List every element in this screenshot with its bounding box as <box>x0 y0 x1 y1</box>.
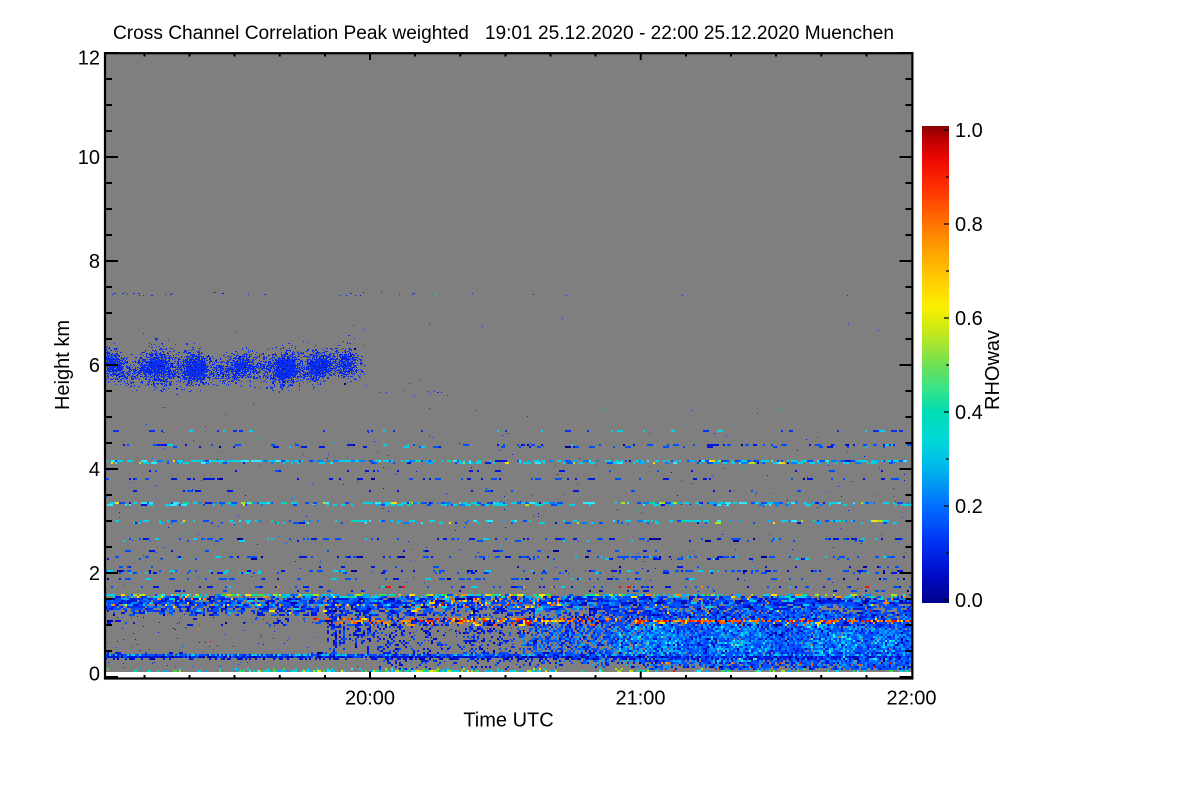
svg-text:6: 6 <box>89 355 100 377</box>
svg-text:0.4: 0.4 <box>955 402 983 424</box>
svg-text:0.2: 0.2 <box>955 496 983 518</box>
svg-text:RHOwav: RHOwav <box>982 330 1004 410</box>
svg-text:0: 0 <box>89 664 100 686</box>
svg-text:0.6: 0.6 <box>955 308 983 330</box>
svg-text:Cross Channel Correlation Peak: Cross Channel Correlation Peak weighted … <box>113 23 894 44</box>
svg-text:1.0: 1.0 <box>955 120 983 142</box>
svg-text:10: 10 <box>78 147 100 169</box>
svg-text:Time UTC: Time UTC <box>463 710 553 732</box>
svg-text:4: 4 <box>89 459 100 481</box>
svg-text:21:00: 21:00 <box>615 688 665 710</box>
svg-text:Height km: Height km <box>52 320 74 410</box>
svg-text:2: 2 <box>89 563 100 585</box>
svg-text:0.8: 0.8 <box>955 214 983 236</box>
svg-text:8: 8 <box>89 251 100 273</box>
svg-text:0.0: 0.0 <box>955 590 983 612</box>
svg-text:22:00: 22:00 <box>886 688 936 710</box>
svg-text:20:00: 20:00 <box>345 688 395 710</box>
svg-text:12: 12 <box>78 48 100 70</box>
